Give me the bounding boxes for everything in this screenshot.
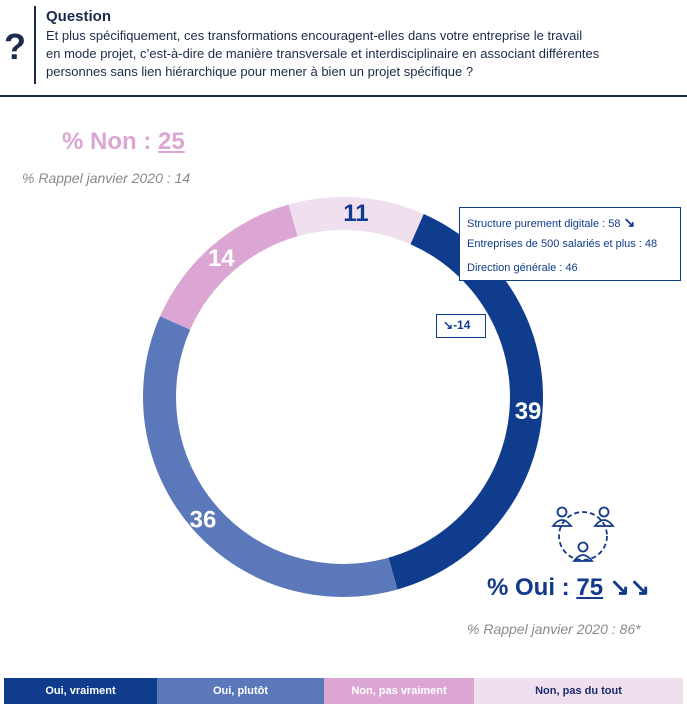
legend-item-oui-vraiment: Oui, vraiment (4, 678, 157, 704)
donut-slice-labels: 39 36 14 11 (190, 200, 542, 534)
legend-item-non-pas-vraiment: Non, pas vraiment (324, 678, 474, 704)
question-line: en mode projet, c’est-à-dire de manière … (46, 46, 600, 61)
oui-total-value: 75 (576, 574, 604, 601)
detail-structure-text: Structure purement digitale : 58 (467, 218, 621, 230)
legend-item-non-pas-du-tout: Non, pas du tout (474, 678, 683, 704)
evolution-badge: ↘-14 (436, 314, 486, 338)
detail-line-entreprises: Entreprises de 500 salariés et plus : 48 (467, 238, 658, 250)
oui-total: % Oui : 75 ↘↘ (487, 573, 650, 602)
evolution-value: -14 (453, 318, 471, 332)
question-divider (34, 6, 36, 84)
question-title: Question (46, 8, 112, 25)
oui-total-label: % Oui : (487, 574, 570, 601)
people-network-icon (551, 506, 615, 562)
donut-slice-oui-plut-t (143, 316, 398, 597)
legend: Oui, vraiment Oui, plutôt Non, pas vraim… (4, 678, 683, 704)
non-total: % Non : 25 (62, 128, 185, 156)
slice-value-label: 14 (208, 245, 235, 272)
oui-rappel: % Rappel janvier 2020 : 86* (467, 621, 641, 637)
question-line: personnes sans lien hiérarchique pour me… (46, 64, 474, 79)
double-down-arrow-icon: ↘↘ (609, 574, 650, 601)
non-rappel: % Rappel janvier 2020 : 14 (22, 170, 191, 186)
detail-line-structure: Structure purement digitale : 58 ↘ (467, 214, 680, 238)
donut-slice-oui-vraiment (388, 214, 544, 590)
segment-detail-box: Structure purement digitale : 58 ↘ Entre… (459, 207, 681, 281)
detail-line-direction: Direction générale : 46 (467, 262, 578, 274)
legend-item-oui-plutot: Oui, plutôt (157, 678, 324, 704)
donut-slices (143, 196, 544, 597)
non-total-value: 25 (158, 128, 185, 155)
question-mark-icon: ? (4, 26, 26, 67)
non-total-label: % Non : (62, 128, 152, 155)
donut-slice-non-pas-vraiment (160, 204, 298, 330)
down-arrow-icon: ↘ (623, 214, 636, 230)
down-arrow-icon: ↘ (443, 318, 454, 332)
slice-value-label: 11 (343, 200, 368, 227)
question-text: Et plus spécifiquement, ces transformati… (46, 27, 666, 81)
header-rule (0, 95, 687, 97)
slice-value-label: 39 (515, 398, 542, 425)
question-line: Et plus spécifiquement, ces transformati… (46, 28, 583, 43)
slice-value-label: 36 (190, 507, 217, 534)
donut-slice-non-pas-du-tout (288, 196, 424, 245)
